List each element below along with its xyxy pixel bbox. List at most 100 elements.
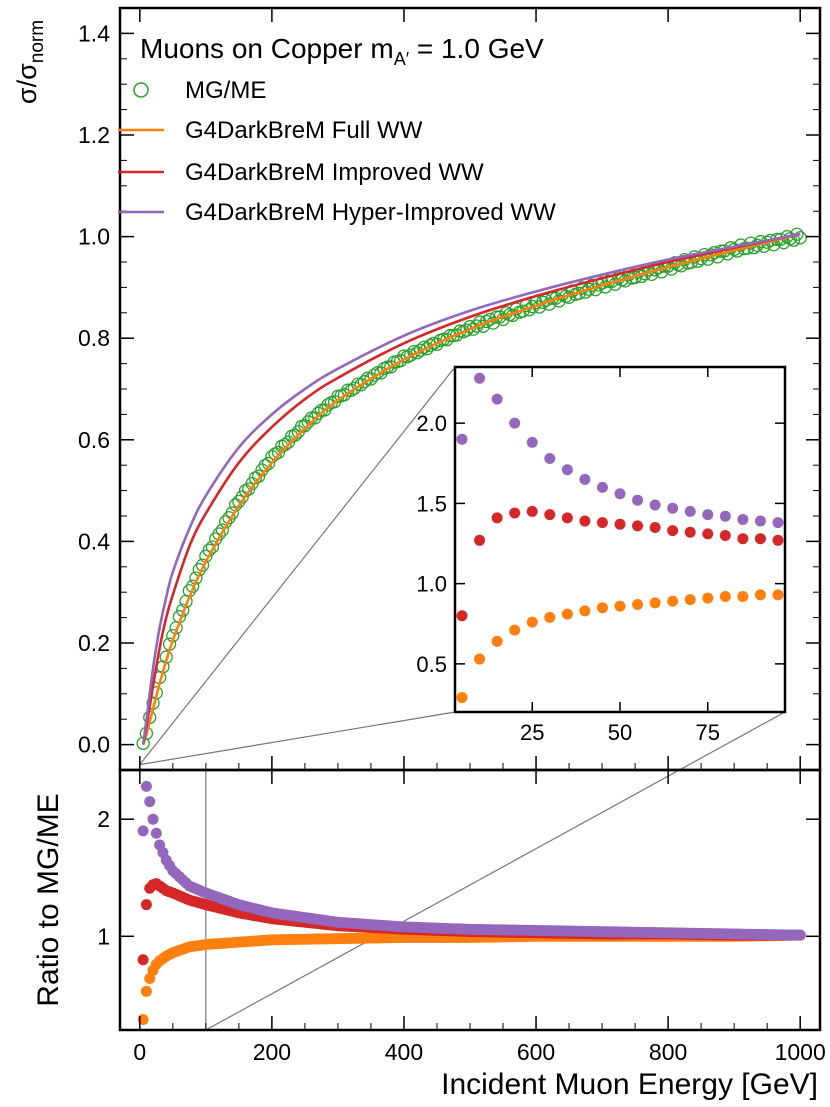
inset-point-improved xyxy=(649,521,661,533)
inset-point-improved xyxy=(684,526,696,538)
main-ytick-label: 0.0 xyxy=(78,732,110,758)
inset-point-improved xyxy=(772,534,784,546)
mgme-data-point xyxy=(337,388,352,402)
main-ytick-label: 0.6 xyxy=(78,427,110,453)
ratio-y-axis-label: Ratio to MG/ME xyxy=(32,793,65,1006)
main-ytick-label: 1.2 xyxy=(78,122,110,148)
inset-point-full xyxy=(702,592,714,604)
zoom-connector-line xyxy=(139,366,456,765)
inset-point-hyper xyxy=(684,505,696,517)
mgme-data-point xyxy=(394,353,408,368)
ratio-point-improved xyxy=(140,899,152,911)
inset-point-full xyxy=(596,602,608,614)
inset-point-hyper xyxy=(456,433,468,445)
inset-point-improved xyxy=(702,528,714,540)
mgme-data-point xyxy=(195,558,210,572)
main-ytick-label: 0.8 xyxy=(78,325,110,351)
zoom-connector-line xyxy=(139,711,456,766)
ratio-point-hyper xyxy=(137,825,149,837)
legend-marker-mgme xyxy=(133,82,149,98)
mgme-data-point xyxy=(298,419,312,433)
mgme-data-point xyxy=(321,398,335,412)
series-line-hyper xyxy=(141,232,801,745)
inset-ytick-label: 0.5 xyxy=(416,652,447,677)
main-ytick-label: 0.2 xyxy=(78,630,110,656)
ratio-point-hyper xyxy=(794,929,806,941)
inset-point-hyper xyxy=(702,509,714,521)
zoom-connector-line xyxy=(205,711,786,1031)
ratio-ytick-label: 2 xyxy=(97,806,110,832)
inset-point-full xyxy=(772,589,784,601)
inset-point-full xyxy=(456,692,468,704)
inset-point-hyper xyxy=(772,517,784,529)
inset-ytick-label: 2.0 xyxy=(416,411,447,436)
ratio-ytick-label: 1 xyxy=(97,923,110,949)
inset-point-full xyxy=(614,600,626,612)
mgme-data-point xyxy=(261,456,276,471)
inset-point-improved xyxy=(614,518,626,530)
inset-point-hyper xyxy=(544,452,556,464)
ratio-point-hyper xyxy=(140,780,152,792)
inset-xtick-label: 75 xyxy=(696,720,720,745)
mgme-data-point xyxy=(347,381,362,395)
inset-point-improved xyxy=(667,525,679,537)
inset-point-improved xyxy=(491,512,503,524)
inset-point-improved xyxy=(754,533,766,545)
inset-point-hyper xyxy=(614,488,626,500)
x-axis-label: Incident Muon Energy [GeV] xyxy=(441,1068,818,1101)
legend-label-full: G4DarkBreM Full WW xyxy=(185,117,423,144)
main-ytick-label: 0.4 xyxy=(78,528,110,554)
mgme-data-point xyxy=(215,523,230,537)
inset-ytick-label: 1.0 xyxy=(416,572,447,597)
inset-ytick-label: 1.5 xyxy=(416,491,447,516)
inset-point-improved xyxy=(719,529,731,541)
mgme-data-point xyxy=(357,375,371,389)
inset-point-improved xyxy=(579,515,591,527)
mgme-data-point xyxy=(311,406,325,420)
inset-point-hyper xyxy=(649,499,661,511)
inset-point-full xyxy=(491,635,503,647)
inset-point-full xyxy=(474,653,486,665)
legend-label-hyper: G4DarkBreM Hyper-Improved WW xyxy=(185,199,556,226)
inset-point-hyper xyxy=(526,436,538,448)
inset-point-full xyxy=(719,590,731,602)
ratio-xtick-label: 200 xyxy=(253,1039,291,1065)
ratio-xtick-label: 1000 xyxy=(775,1039,826,1065)
inset-point-full xyxy=(737,590,749,602)
ratio-xtick-label: 0 xyxy=(133,1039,146,1065)
inset-point-improved xyxy=(632,520,644,532)
mgme-data-point xyxy=(288,428,302,442)
inset-point-hyper xyxy=(632,494,644,506)
inset-xtick-label: 25 xyxy=(520,720,544,745)
series-line-improved xyxy=(141,232,801,745)
inset-point-full xyxy=(544,611,556,623)
mgme-data-point xyxy=(205,540,220,554)
mgme-data-point xyxy=(225,506,239,520)
inset-point-full xyxy=(561,608,573,620)
inset-point-improved xyxy=(737,533,749,545)
inset-point-improved xyxy=(596,517,608,529)
inset-point-hyper xyxy=(474,372,486,384)
inset-point-improved xyxy=(474,534,486,546)
inset-point-full xyxy=(509,624,521,636)
inset-point-hyper xyxy=(754,515,766,527)
inset-point-hyper xyxy=(737,513,749,525)
ratio-xtick-label: 600 xyxy=(517,1039,555,1065)
mgme-data-point xyxy=(575,281,589,295)
inset-point-hyper xyxy=(579,473,591,485)
inset-point-hyper xyxy=(596,481,608,493)
inset-point-hyper xyxy=(509,417,521,429)
ratio-point-full xyxy=(140,985,152,997)
mgme-data-point xyxy=(278,437,292,452)
main-ytick-label: 1.0 xyxy=(78,224,110,250)
main-ytick-label: 1.4 xyxy=(78,20,110,46)
inset-point-hyper xyxy=(667,502,679,514)
legend-label-improved: G4DarkBreM Improved WW xyxy=(185,159,484,186)
ratio-xtick-label: 800 xyxy=(649,1039,687,1065)
inset-point-improved xyxy=(526,505,538,517)
inset-point-full xyxy=(526,616,538,628)
ratio-xtick-label: 400 xyxy=(385,1039,423,1065)
mgme-data-point xyxy=(301,415,315,429)
inset-point-full xyxy=(667,595,679,607)
inset-point-full xyxy=(649,597,661,609)
